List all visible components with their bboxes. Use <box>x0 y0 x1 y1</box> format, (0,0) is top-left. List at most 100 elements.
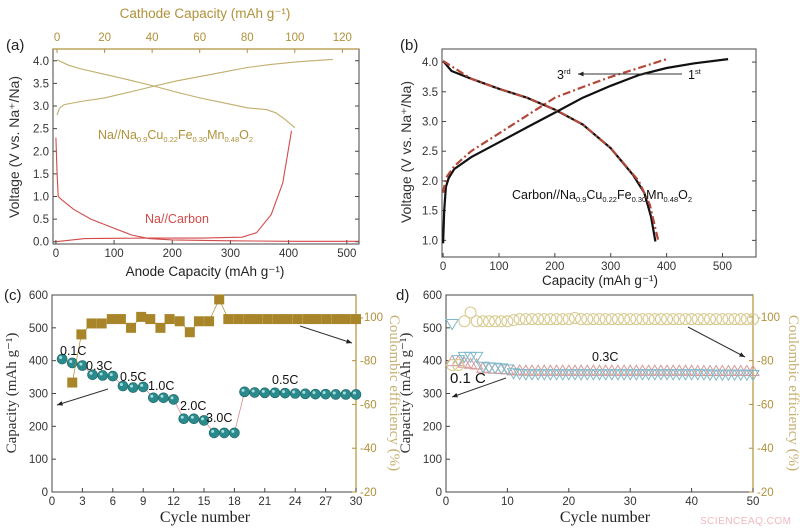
data-point-capacity <box>168 394 179 405</box>
data-point-capacity <box>330 389 342 400</box>
x2-tick-label: 60 <box>193 32 206 44</box>
panel-a: 0 100 200 300 400 500 0 20 40 60 80 100 120 0.0 0.5 1.0… <box>6 6 360 279</box>
annotation-label: Carbon//Na0.9​Cu0.22​Fe0.30​Mn0.48​O2​ <box>512 188 692 204</box>
annotation-label: 0.5C <box>120 370 146 384</box>
x-tick-label: 500 <box>713 261 732 273</box>
x-tick-label: 0 <box>443 496 449 508</box>
data-point-efficiency <box>204 316 215 327</box>
data-point-efficiency <box>243 314 254 325</box>
annotation-label: 0.5C <box>272 373 298 387</box>
data-point-highlight <box>201 417 204 421</box>
data-point-highlight <box>282 390 286 394</box>
data-point-highlight <box>89 371 93 375</box>
data-point-efficiency <box>728 313 741 326</box>
x-tick-label: 300 <box>601 261 620 273</box>
x-tick-label: 3 <box>79 496 85 508</box>
data-point-efficiency <box>599 313 612 326</box>
x-axis-title: Anode Capacity (mAh g⁻¹) <box>126 264 285 279</box>
data-point-highlight <box>180 415 184 419</box>
series-line-3 <box>442 59 660 241</box>
data-point-efficiency <box>734 313 747 326</box>
x-tick-label: 30 <box>624 496 637 508</box>
annotation-arrow <box>687 326 746 358</box>
data-point-discharge <box>445 319 460 331</box>
data-point-efficiency <box>611 313 624 326</box>
data-point-efficiency <box>446 359 459 372</box>
x2-axis-title: Cathode Capacity (mAh g⁻¹) <box>120 6 291 21</box>
data-point-highlight <box>59 356 63 360</box>
y-tick-label: 2.5 <box>422 146 438 158</box>
x2-tick-label: 120 <box>333 32 352 44</box>
data-point-highlight <box>332 391 336 395</box>
panel-label: (a) <box>6 37 24 54</box>
arrow-head <box>57 401 63 406</box>
series-line-2 <box>442 58 667 194</box>
data-point-efficiency <box>501 315 514 328</box>
data-point-efficiency <box>525 313 538 326</box>
x2-tick-label: 20 <box>98 32 111 44</box>
data-point-efficiency <box>667 313 680 326</box>
data-point-efficiency <box>452 359 465 372</box>
data-point-capacity <box>148 392 159 404</box>
data-point-efficiency <box>654 313 667 326</box>
y-tick-label: 200 <box>423 421 442 433</box>
data-point-efficiency <box>321 314 332 325</box>
data-point-capacity <box>239 386 250 398</box>
data-point-efficiency <box>282 314 293 325</box>
data-point-efficiency <box>136 311 147 322</box>
data-point-efficiency <box>544 313 557 326</box>
data-point-discharge <box>500 364 515 376</box>
data-point-efficiency <box>262 314 273 325</box>
data-point-efficiency <box>76 329 87 340</box>
data-point-efficiency <box>722 313 735 326</box>
series-connector <box>71 298 356 383</box>
data-point-capacity <box>218 427 230 439</box>
series-line-0 <box>442 58 729 244</box>
data-point-highlight <box>190 415 194 419</box>
data-point-highlight <box>353 391 356 395</box>
data-point-efficiency <box>214 294 225 305</box>
y-axis-title: Voltage (V vs. Na⁺/Na) <box>398 81 414 223</box>
y-tick-label: 500 <box>29 323 48 335</box>
data-point-efficiency <box>458 315 471 328</box>
y2-tick-label: -60 <box>360 399 377 411</box>
data-point-efficiency <box>532 313 545 326</box>
data-point-efficiency <box>691 313 704 326</box>
x-axis-title: Capacity (mAh g⁻¹) <box>542 273 658 288</box>
data-point-efficiency <box>67 377 78 388</box>
data-point-efficiency <box>636 313 649 326</box>
y-axis-title: Capacity (mAh g⁻¹) <box>398 333 414 454</box>
y-tick-label: 400 <box>423 356 442 368</box>
annotation-label: 1.0C <box>148 379 174 393</box>
data-point-efficiency <box>685 313 698 326</box>
y-tick-label: 2.0 <box>422 176 438 188</box>
data-point-highlight <box>119 382 123 386</box>
y-tick-label: 1.0 <box>33 191 49 203</box>
data-point-capacity <box>127 382 139 393</box>
arrow-head <box>578 71 584 77</box>
x-tick-label: 20 <box>562 496 575 508</box>
y2-tick-label: -80 <box>757 356 774 368</box>
data-point-capacity <box>249 387 260 398</box>
x2-tick-label: 40 <box>146 32 159 44</box>
y-tick-label: 2.0 <box>33 146 49 158</box>
data-point-efficiency <box>673 313 686 326</box>
y2-axis-title: Coulombic efficiency (%) <box>386 315 402 471</box>
data-point-highlight <box>170 396 174 400</box>
plot-frame <box>441 48 757 258</box>
data-point-efficiency <box>747 313 759 326</box>
y-tick-label: 3.5 <box>422 87 438 99</box>
data-point-efficiency <box>482 315 495 328</box>
y-tick-label: 3.0 <box>33 101 49 113</box>
data-point-efficiency <box>581 313 594 326</box>
y-tick-label: 600 <box>29 290 48 302</box>
data-point-efficiency <box>605 313 618 326</box>
y-tick-label: 1.5 <box>422 206 438 218</box>
data-point-capacity <box>188 413 200 425</box>
data-point-efficiency <box>233 314 244 325</box>
data-point-charge <box>469 357 484 370</box>
data-point-efficiency <box>550 313 563 326</box>
y2-tick-label: -100 <box>757 312 780 324</box>
y-tick-label: 1.5 <box>33 169 49 181</box>
data-point-efficiency <box>252 314 263 325</box>
